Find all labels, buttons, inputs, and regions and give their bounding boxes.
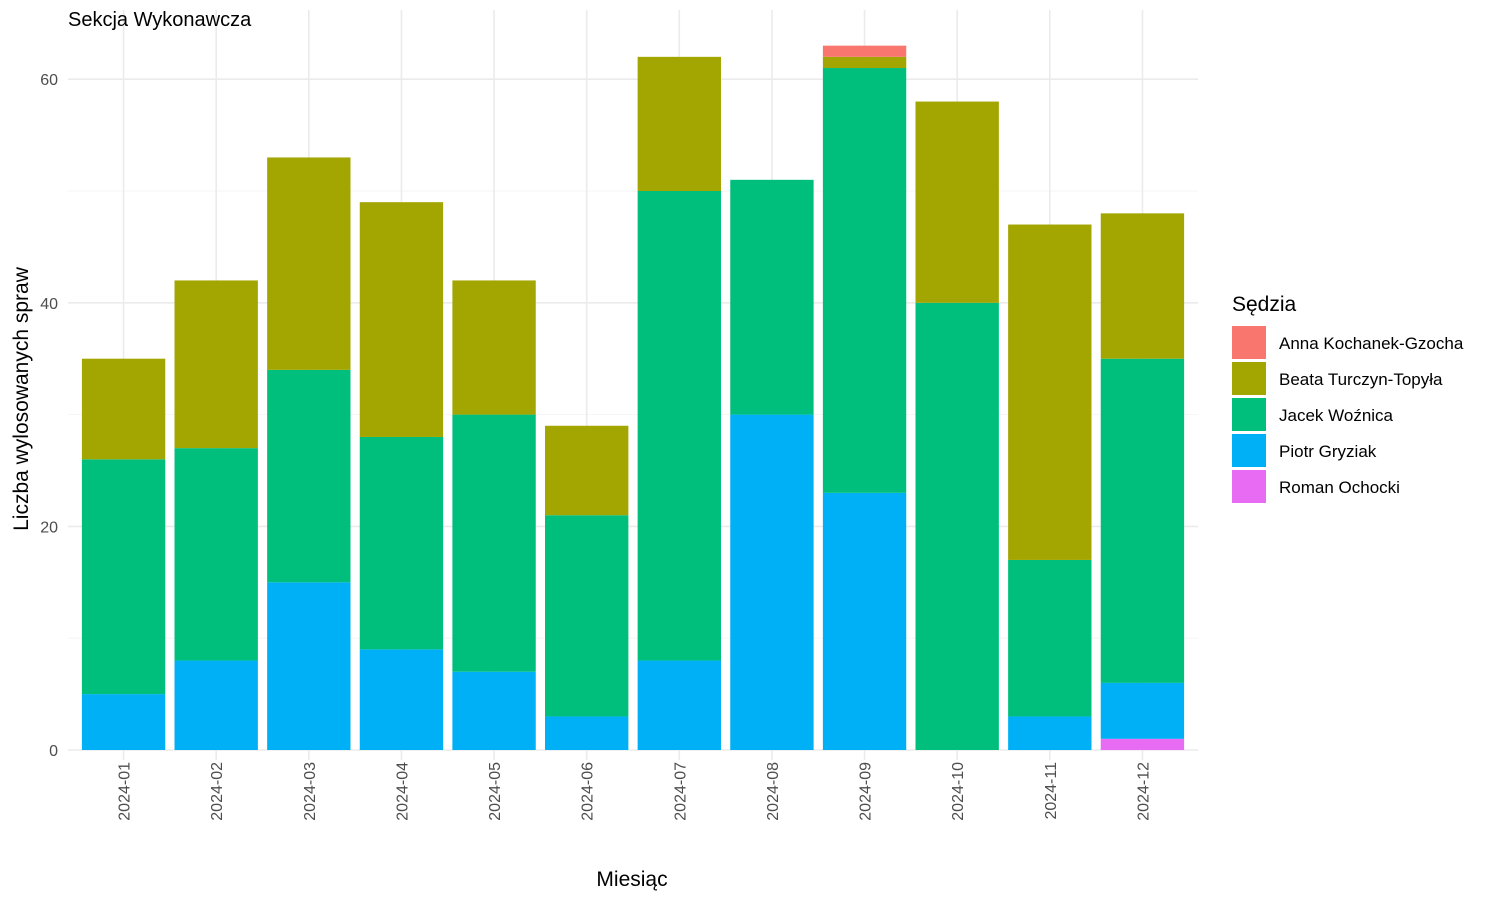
legend-label: Anna Kochanek-Gzocha — [1279, 334, 1464, 353]
bar-segment — [359, 436, 444, 650]
bar-segment — [545, 716, 629, 750]
x-tick-label: 2024-07 — [672, 762, 689, 821]
legend-swatch — [1232, 434, 1266, 467]
bar-segment — [452, 280, 536, 415]
x-tick-label: 2024-05 — [487, 762, 504, 821]
bar-segment — [822, 68, 907, 493]
x-tick-label: 2024-10 — [950, 762, 967, 821]
x-tick-label: 2024-04 — [394, 762, 411, 821]
bar-segment — [915, 101, 999, 303]
bar-segment — [915, 302, 999, 750]
y-tick-label: 40 — [40, 296, 58, 313]
legend-items: Anna Kochanek-Gzocha Beata Turczyn-Topyła… — [1232, 326, 1464, 503]
legend-swatch — [1232, 362, 1266, 395]
bar-segment — [637, 191, 721, 661]
bar-segment — [267, 157, 351, 370]
legend-swatch — [1232, 326, 1266, 359]
bar-segment — [730, 414, 814, 750]
bar-segment — [730, 179, 814, 415]
bar-segment — [452, 414, 536, 672]
bar-segment — [637, 56, 721, 192]
bar-segment — [81, 694, 166, 750]
legend-label: Jacek Woźnica — [1279, 406, 1394, 425]
x-tick-label: 2024-01 — [117, 762, 134, 821]
x-tick-label: 2024-02 — [209, 762, 226, 821]
legend-label: Beata Turczyn-Topyła — [1279, 370, 1443, 389]
legend-swatch — [1232, 470, 1266, 503]
bar-segment — [81, 358, 166, 460]
y-tick-label: 20 — [40, 519, 58, 536]
y-axis-title: Liczba wylosowanych spraw — [10, 266, 33, 531]
bar-segment — [174, 280, 258, 449]
bar-segment — [1100, 213, 1185, 359]
x-tick-label: 2024-11 — [1043, 762, 1060, 820]
bar-segment — [822, 492, 907, 750]
x-tick-label: 2024-09 — [858, 762, 875, 821]
chart-title: Sekcja Wykonawcza — [68, 9, 252, 31]
bar-segment — [637, 660, 721, 750]
x-tick-label: 2024-08 — [765, 762, 782, 821]
bar-segment — [359, 202, 444, 437]
bar-segment — [359, 649, 444, 750]
x-tick-label: 2024-06 — [580, 762, 597, 821]
bar-segment — [267, 369, 351, 583]
bar-segment — [545, 425, 629, 516]
bar-segment — [1100, 358, 1185, 683]
bar-segment — [174, 448, 258, 661]
x-tick-label: 2024-12 — [1135, 762, 1152, 821]
y-axis-ticks: 0 20 40 60 — [40, 72, 58, 760]
legend-title: Sędzia — [1232, 293, 1297, 316]
bar-segment — [1100, 682, 1185, 739]
legend-swatch — [1232, 398, 1266, 431]
legend-label: Piotr Gryziak — [1279, 442, 1377, 461]
bar-segment — [174, 660, 258, 750]
x-axis-title: Miesiąc — [596, 868, 667, 891]
bars — [81, 45, 1185, 750]
bar-segment — [1008, 224, 1092, 560]
bar-segment — [545, 515, 629, 717]
bar-segment — [267, 582, 351, 750]
x-tick-label: 2024-03 — [302, 762, 319, 821]
legend: Sędzia Anna Kochanek-Gzocha Beata Turczyn… — [1232, 293, 1464, 503]
bar-segment — [822, 45, 907, 57]
bar-segment — [1008, 716, 1092, 750]
bar-segment — [81, 459, 166, 695]
bar-segment — [452, 671, 536, 750]
y-tick-label: 0 — [49, 743, 58, 760]
bar-segment — [1100, 738, 1185, 750]
legend-label: Roman Ochocki — [1279, 478, 1400, 497]
bar-segment — [1008, 559, 1092, 717]
y-tick-label: 60 — [40, 72, 58, 89]
x-axis-ticks: 2024-01 2024-02 2024-03 2024-04 2024-05 2024-… — [117, 762, 1153, 821]
bar-segment — [822, 56, 907, 69]
